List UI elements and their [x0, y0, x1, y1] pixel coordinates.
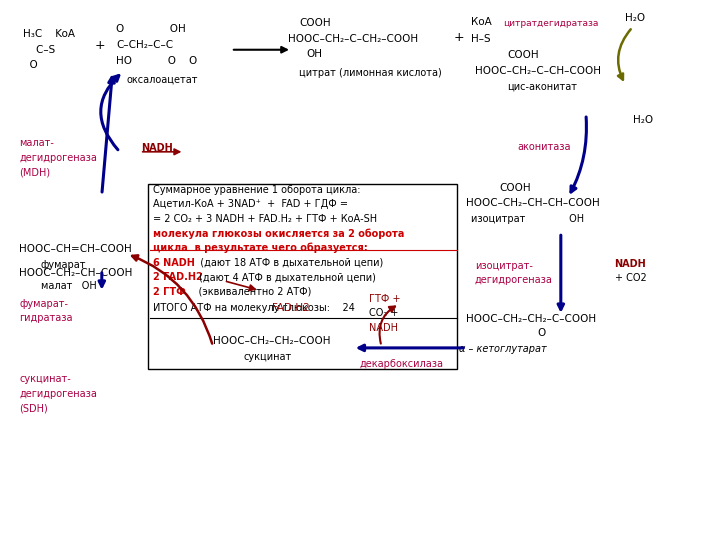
Text: HOOC–CH₂–CH₂–COOH: HOOC–CH₂–CH₂–COOH: [213, 336, 330, 346]
Text: (MDH): (MDH): [19, 167, 50, 177]
Text: = 2 CO₂ + 3 NADH + FAD.H₂ + ГТФ + КоА-SH: = 2 CO₂ + 3 NADH + FAD.H₂ + ГТФ + КоА-SH: [153, 214, 377, 224]
Text: HO           O    O: HO O O: [116, 56, 197, 66]
Text: (дают 18 АТФ в дыхательной цепи): (дают 18 АТФ в дыхательной цепи): [194, 258, 383, 268]
Text: цис-аконитат: цис-аконитат: [507, 82, 577, 92]
Text: HOOC–CH₂–CH₂–C–COOH: HOOC–CH₂–CH₂–C–COOH: [466, 314, 596, 323]
Text: ИТОГО АТФ на молекулу глюкозы:    24: ИТОГО АТФ на молекулу глюкозы: 24: [153, 303, 355, 313]
Text: изоцитрат-: изоцитрат-: [474, 261, 533, 271]
Text: H–S: H–S: [471, 35, 491, 44]
Text: NADH: NADH: [369, 323, 397, 333]
Text: цитрат (лимонная кислота): цитрат (лимонная кислота): [299, 68, 442, 78]
Text: фумарат-: фумарат-: [19, 299, 68, 309]
Text: HOOC–CH₂–C–CH–COOH: HOOC–CH₂–C–CH–COOH: [474, 65, 600, 76]
Text: O: O: [23, 59, 37, 70]
Text: HOOC–CH₂–CH–CH–COOH: HOOC–CH₂–CH–CH–COOH: [466, 198, 600, 208]
Text: цитратдегидратаза: цитратдегидратаза: [503, 19, 599, 28]
Text: малат-: малат-: [19, 138, 54, 148]
Text: Ацетил-КоА + 3NAD⁺  +  FAD + ГДФ =: Ацетил-КоА + 3NAD⁺ + FAD + ГДФ =: [153, 199, 348, 210]
Text: H₂O: H₂O: [626, 13, 646, 23]
Text: дегидрогеназа: дегидрогеназа: [19, 389, 97, 399]
Text: CO₂ +: CO₂ +: [369, 308, 398, 319]
Text: дегидрогеназа: дегидрогеназа: [474, 275, 553, 285]
Text: + CO2: + CO2: [615, 273, 647, 283]
Text: C–CH₂–C–C: C–CH₂–C–C: [116, 40, 174, 50]
Text: декарбоксилаза: декарбоксилаза: [360, 359, 444, 369]
Text: (эквивалентно 2 АТФ): (эквивалентно 2 АТФ): [186, 287, 312, 297]
FancyBboxPatch shape: [148, 184, 456, 369]
Text: +: +: [453, 31, 464, 44]
Text: COOH: COOH: [507, 50, 539, 60]
Text: α – кетоглутарат: α – кетоглутарат: [459, 345, 546, 354]
Text: оксалоацетат: оксалоацетат: [127, 75, 199, 85]
Text: O              OH: O OH: [116, 24, 186, 33]
Text: (дают 4 АТФ в дыхательной цепи): (дают 4 АТФ в дыхательной цепи): [199, 272, 377, 282]
Text: молекула глюкозы окисляется за 2 оборота: молекула глюкозы окисляется за 2 оборота: [153, 228, 405, 239]
Text: КоА: КоА: [471, 17, 492, 27]
Text: COOH: COOH: [500, 183, 531, 193]
Text: сукцинат: сукцинат: [244, 353, 292, 362]
Text: NADH: NADH: [141, 144, 173, 153]
Text: +: +: [94, 39, 105, 52]
Text: 2 ГТФ: 2 ГТФ: [153, 287, 186, 297]
Text: H₂O: H₂O: [633, 115, 652, 125]
Text: гидратаза: гидратаза: [19, 313, 73, 323]
Text: малат   OH: малат OH: [41, 281, 96, 292]
Text: HOOC–CH₂–CH–COOH: HOOC–CH₂–CH–COOH: [19, 267, 132, 278]
Text: OH: OH: [306, 49, 323, 59]
Text: дегидрогеназа: дегидрогеназа: [19, 153, 97, 163]
Text: цикла  в результате чего образуется:: цикла в результате чего образуется:: [153, 243, 368, 253]
Text: H₃C    KoA: H₃C KoA: [23, 29, 75, 39]
Text: изоцитрат              OH: изоцитрат OH: [471, 214, 585, 224]
Text: Суммарное уравнение 1 оборота цикла:: Суммарное уравнение 1 оборота цикла:: [153, 185, 361, 195]
Text: сукцинат-: сукцинат-: [19, 374, 71, 384]
Text: фумарат: фумарат: [41, 260, 86, 270]
Text: ГТФ +: ГТФ +: [369, 294, 400, 304]
Text: HOOC–CH=CH–COOH: HOOC–CH=CH–COOH: [19, 244, 132, 254]
Text: NADH: NADH: [615, 259, 647, 269]
Text: FAD.H2: FAD.H2: [272, 303, 310, 313]
Text: COOH: COOH: [299, 18, 330, 28]
Text: 2 FAD.H2: 2 FAD.H2: [153, 272, 203, 282]
Text: аконитаза: аконитаза: [518, 142, 571, 152]
Text: O: O: [538, 328, 546, 338]
Text: (SDH): (SDH): [19, 403, 48, 414]
Text: 6 NADH: 6 NADH: [153, 258, 195, 268]
Text: HOOC–CH₂–C–CH₂–COOH: HOOC–CH₂–C–CH₂–COOH: [288, 35, 418, 44]
Text: C–S: C–S: [23, 45, 55, 55]
